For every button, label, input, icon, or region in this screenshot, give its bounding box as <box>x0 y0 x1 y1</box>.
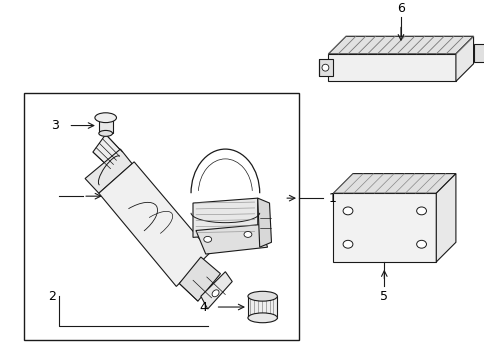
Polygon shape <box>99 162 210 287</box>
Ellipse shape <box>99 130 112 136</box>
Ellipse shape <box>212 290 219 297</box>
Polygon shape <box>318 59 333 76</box>
Text: 1: 1 <box>328 192 336 204</box>
Ellipse shape <box>244 231 251 237</box>
Polygon shape <box>193 198 257 237</box>
Polygon shape <box>333 174 455 193</box>
Ellipse shape <box>321 64 328 71</box>
Polygon shape <box>328 54 455 81</box>
Ellipse shape <box>343 207 352 215</box>
Ellipse shape <box>416 240 426 248</box>
Polygon shape <box>472 44 485 62</box>
Polygon shape <box>328 36 472 54</box>
Bar <box>24 93 298 341</box>
Polygon shape <box>85 149 132 193</box>
Ellipse shape <box>416 207 426 215</box>
Text: 4: 4 <box>200 301 207 314</box>
Polygon shape <box>196 225 267 254</box>
Text: 2: 2 <box>48 290 56 303</box>
Text: 3: 3 <box>51 119 59 132</box>
Text: 6: 6 <box>396 2 404 15</box>
Polygon shape <box>333 193 435 262</box>
Ellipse shape <box>203 237 211 242</box>
Polygon shape <box>455 36 472 81</box>
Polygon shape <box>257 198 271 247</box>
Polygon shape <box>247 296 277 318</box>
Ellipse shape <box>247 291 277 301</box>
Ellipse shape <box>95 113 116 123</box>
Ellipse shape <box>343 240 352 248</box>
Polygon shape <box>179 257 220 301</box>
Polygon shape <box>201 272 232 309</box>
Polygon shape <box>435 174 455 262</box>
Polygon shape <box>93 134 122 169</box>
Polygon shape <box>99 118 112 134</box>
Text: 5: 5 <box>380 290 387 303</box>
Ellipse shape <box>247 313 277 323</box>
